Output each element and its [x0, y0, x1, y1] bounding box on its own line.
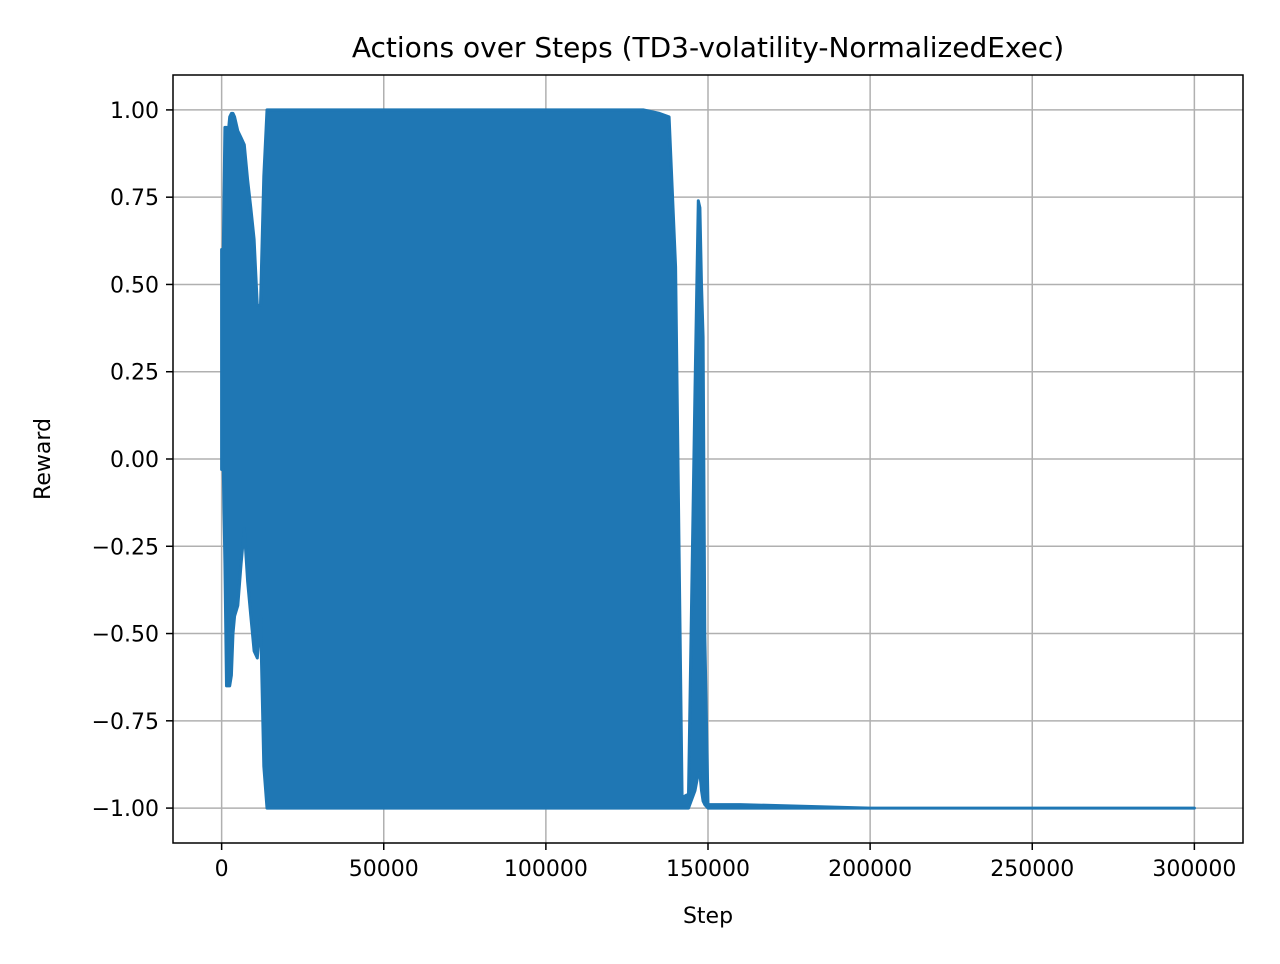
y-tick-label: 0.50	[110, 273, 159, 298]
x-axis-label: Step	[683, 904, 733, 929]
x-axis-ticks: 0 50000 100000 150000 200000 250000 300000	[215, 843, 1236, 882]
y-tick-label: 1.00	[110, 99, 159, 124]
y-tick-label: −0.50	[92, 623, 159, 648]
chart-title: Actions over Steps (TD3-volatility-Norma…	[352, 31, 1064, 64]
data-series	[220, 108, 1196, 810]
x-tick-label: 300000	[1152, 857, 1236, 882]
x-tick-label: 100000	[504, 857, 588, 882]
y-tick-label: 0.75	[110, 186, 159, 211]
y-tick-label: −1.00	[92, 797, 159, 822]
x-tick-label: 250000	[990, 857, 1074, 882]
series-line	[220, 108, 1196, 810]
y-tick-label: 0.25	[110, 361, 159, 386]
y-tick-label: −0.25	[92, 535, 159, 560]
x-tick-label: 0	[215, 857, 229, 882]
y-axis-ticks: 1.00 0.75 0.50 0.25 0.00 −0.25 −0.50 −0.75 −1.00	[92, 99, 173, 822]
y-tick-label: −0.75	[92, 710, 159, 735]
x-tick-label: 150000	[666, 857, 750, 882]
x-tick-label: 50000	[349, 857, 419, 882]
y-axis-label: Reward	[31, 418, 56, 500]
y-tick-label: 0.00	[110, 448, 159, 473]
x-tick-label: 200000	[828, 857, 912, 882]
